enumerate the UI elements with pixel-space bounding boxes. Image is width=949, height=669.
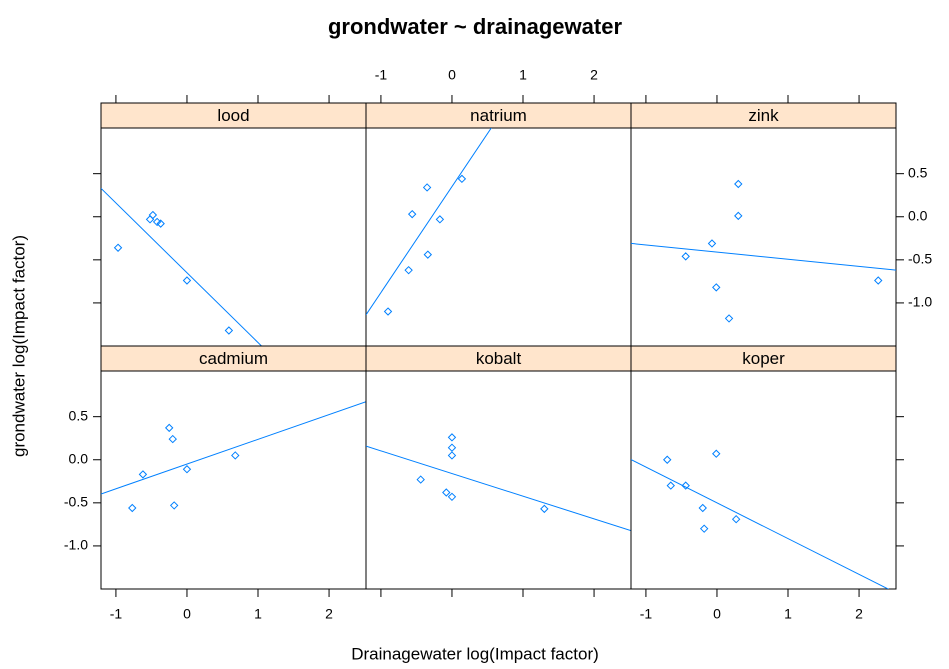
point [712, 283, 721, 292]
strip-label: koper [742, 349, 785, 368]
point [731, 514, 741, 524]
point [156, 219, 165, 228]
y-tick-label: 0.5 [69, 407, 89, 423]
point [663, 455, 672, 464]
point [666, 481, 675, 490]
point [698, 503, 707, 513]
point [168, 434, 177, 444]
y-tick-label: -1.0 [64, 537, 88, 553]
panel [630, 127, 897, 347]
strip [100, 102, 367, 129]
point [416, 475, 425, 484]
strip [630, 345, 897, 372]
point [224, 326, 234, 335]
x-tick-label: 1 [784, 606, 792, 622]
point [113, 243, 123, 252]
fit-line [631, 459, 890, 589]
point [874, 276, 883, 285]
point [699, 524, 709, 533]
x-tick-label: 0 [183, 606, 191, 622]
point [447, 443, 457, 452]
y-axis-label: grondwater log(Impact factor) [9, 235, 28, 457]
panel [630, 370, 897, 590]
x-tick-label: 2 [590, 67, 598, 83]
x-tick-label: -1 [110, 606, 123, 622]
fit-line [101, 187, 263, 346]
point [138, 470, 148, 479]
point [540, 504, 549, 514]
strip [100, 345, 367, 372]
panel [365, 370, 632, 590]
fit-line [631, 242, 896, 271]
y-tick-label: 0.0 [908, 207, 928, 223]
point [128, 503, 137, 513]
point [422, 183, 432, 192]
point [681, 252, 690, 261]
point [447, 492, 457, 502]
y-tick-label: -0.5 [908, 251, 932, 267]
strip-label: lood [217, 106, 249, 125]
strip-label: natrium [470, 106, 527, 125]
point [712, 449, 721, 458]
point [231, 451, 240, 460]
point [145, 215, 155, 224]
panel [365, 127, 632, 347]
strip [365, 102, 632, 129]
point [707, 239, 717, 248]
x-tick-label: 0 [713, 606, 721, 622]
point [182, 465, 192, 474]
point [457, 174, 467, 184]
point [442, 488, 451, 497]
point [182, 276, 192, 285]
point [169, 501, 179, 510]
point [404, 265, 413, 275]
x-tick-label: 0 [448, 67, 456, 83]
strip [630, 102, 897, 129]
point [407, 209, 417, 219]
point [148, 210, 158, 220]
point [435, 215, 445, 224]
point [734, 211, 743, 221]
panel [100, 127, 367, 347]
point [383, 307, 393, 316]
y-tick-label: 0.0 [69, 450, 89, 466]
point [724, 314, 734, 323]
point [164, 423, 174, 433]
x-tick-label: 1 [254, 606, 262, 622]
point [734, 179, 743, 189]
chart-title: grondwater ~ drainagewater [328, 14, 622, 39]
fit-line [366, 128, 492, 316]
x-tick-label: -1 [640, 606, 653, 622]
y-tick-label: -0.5 [64, 494, 88, 510]
x-tick-label: 2 [855, 606, 863, 622]
x-tick-label: 1 [519, 67, 527, 83]
y-tick-label: -1.0 [908, 294, 932, 310]
point [447, 451, 457, 460]
point [681, 481, 690, 490]
point [447, 433, 457, 442]
fit-line [366, 445, 631, 532]
x-tick-label: -1 [375, 67, 388, 83]
x-axis-label: Drainagewater log(Impact factor) [351, 644, 599, 663]
fit-line [101, 401, 366, 495]
x-tick-label: 2 [325, 606, 333, 622]
point [423, 250, 433, 259]
strip-label: kobalt [476, 349, 522, 368]
strip-label: cadmium [199, 349, 268, 368]
strip-label: zink [748, 106, 779, 125]
y-tick-label: 0.5 [908, 164, 928, 180]
